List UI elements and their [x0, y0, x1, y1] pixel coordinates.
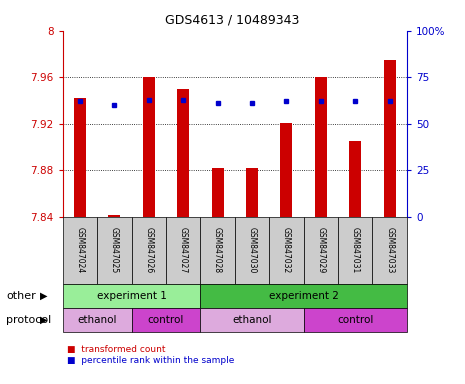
Text: experiment 2: experiment 2: [269, 291, 339, 301]
Text: ▶: ▶: [40, 315, 47, 325]
Bar: [315, 77, 327, 217]
Bar: [108, 215, 120, 217]
Bar: [372, 217, 407, 284]
Text: GSM847033: GSM847033: [385, 227, 394, 274]
Bar: [166, 217, 200, 284]
Text: ethanol: ethanol: [232, 315, 272, 325]
Bar: [97, 217, 132, 284]
Text: control: control: [148, 315, 184, 325]
Bar: [63, 308, 132, 332]
Text: protocol: protocol: [6, 315, 51, 325]
Bar: [280, 122, 292, 217]
Text: GSM847028: GSM847028: [213, 227, 222, 274]
Bar: [143, 77, 155, 217]
Bar: [349, 141, 361, 217]
Text: ethanol: ethanol: [78, 315, 117, 325]
Text: control: control: [337, 315, 373, 325]
Bar: [200, 308, 304, 332]
Bar: [177, 89, 189, 217]
Text: GSM847029: GSM847029: [316, 227, 326, 274]
Bar: [235, 217, 269, 284]
Text: GSM847030: GSM847030: [247, 227, 257, 274]
Bar: [384, 60, 396, 217]
Text: GSM847026: GSM847026: [144, 227, 153, 274]
Bar: [269, 217, 304, 284]
Bar: [63, 284, 200, 308]
Bar: [63, 217, 97, 284]
Text: ■  percentile rank within the sample: ■ percentile rank within the sample: [67, 356, 235, 365]
Bar: [132, 217, 166, 284]
Text: ▶: ▶: [40, 291, 47, 301]
Bar: [304, 217, 338, 284]
Bar: [200, 217, 235, 284]
Text: GSM847025: GSM847025: [110, 227, 119, 274]
Text: GDS4613 / 10489343: GDS4613 / 10489343: [166, 13, 299, 26]
Bar: [338, 217, 372, 284]
Bar: [304, 308, 407, 332]
Bar: [200, 284, 407, 308]
Text: GSM847024: GSM847024: [75, 227, 85, 274]
Bar: [212, 168, 224, 217]
Text: GSM847032: GSM847032: [282, 227, 291, 274]
Bar: [132, 308, 200, 332]
Text: GSM847031: GSM847031: [351, 227, 360, 274]
Text: ■  transformed count: ■ transformed count: [67, 345, 166, 354]
Text: GSM847027: GSM847027: [179, 227, 188, 274]
Text: other: other: [6, 291, 36, 301]
Bar: [74, 98, 86, 217]
Text: experiment 1: experiment 1: [97, 291, 166, 301]
Bar: [246, 168, 258, 217]
